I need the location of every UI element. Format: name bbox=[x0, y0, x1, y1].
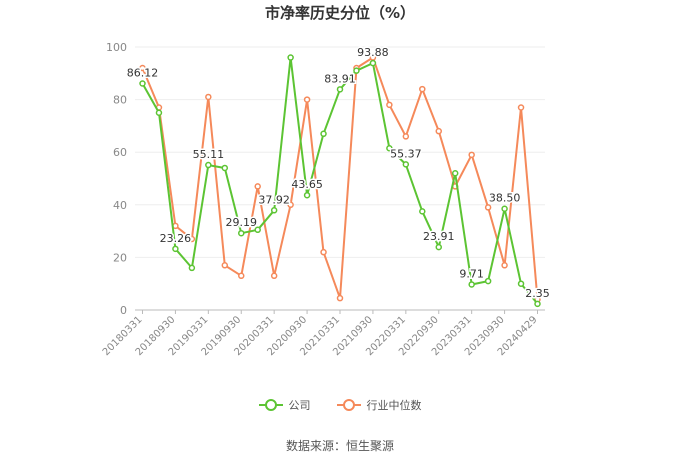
data-point bbox=[435, 243, 442, 251]
data-point bbox=[238, 229, 245, 237]
data-point bbox=[287, 54, 294, 61]
data-point bbox=[270, 272, 278, 280]
data-point bbox=[221, 262, 229, 269]
data-point bbox=[435, 127, 442, 135]
data-point bbox=[501, 205, 508, 212]
y-tick-label: 20 bbox=[113, 251, 127, 264]
data-point bbox=[205, 93, 212, 101]
data-label: 23.91 bbox=[423, 230, 455, 243]
data-point bbox=[484, 204, 492, 211]
data-point bbox=[205, 161, 212, 169]
data-point bbox=[155, 109, 163, 116]
line-chart: 0204060801002018033120180930201903312019… bbox=[101, 41, 551, 358]
chart-title: 市净率历史分位（%） bbox=[264, 4, 416, 22]
legend-label-company: 公司 bbox=[288, 399, 311, 412]
data-point bbox=[238, 272, 245, 280]
legend-swatch-industry-median bbox=[336, 399, 361, 411]
data-point bbox=[468, 281, 475, 288]
data-point bbox=[320, 248, 327, 256]
data-point bbox=[188, 264, 196, 272]
data-point bbox=[254, 183, 261, 190]
series-line bbox=[141, 56, 539, 300]
data-point bbox=[369, 59, 377, 67]
data-label: 93.88 bbox=[357, 46, 389, 59]
data-point bbox=[402, 133, 410, 140]
data-label: 2.35 bbox=[525, 287, 550, 300]
legend: 公司 行业中位数 bbox=[0, 397, 680, 413]
data-source: 数据来源：恒生聚源 bbox=[285, 439, 394, 453]
data-point bbox=[188, 235, 196, 243]
data-point bbox=[419, 85, 426, 93]
data-point bbox=[172, 245, 179, 253]
data-point bbox=[336, 86, 344, 93]
data-label: 83.91 bbox=[324, 72, 356, 85]
y-tick-label: 0 bbox=[120, 304, 127, 317]
y-tick-label: 80 bbox=[113, 94, 127, 107]
data-label: 29.19 bbox=[226, 216, 258, 229]
y-tick-label: 40 bbox=[113, 199, 127, 212]
y-tick-label: 60 bbox=[113, 146, 127, 159]
data-point bbox=[139, 80, 146, 87]
legend-item-company[interactable]: 公司 bbox=[258, 397, 311, 413]
data-point bbox=[353, 67, 360, 74]
data-point bbox=[451, 169, 459, 177]
data-point bbox=[484, 277, 492, 285]
data-point bbox=[419, 208, 426, 215]
data-point bbox=[139, 64, 146, 72]
data-label: 43.65 bbox=[291, 178, 323, 191]
data-label: 23.26 bbox=[160, 232, 192, 245]
data-point bbox=[221, 164, 229, 172]
data-point bbox=[320, 130, 327, 138]
data-label: 55.11 bbox=[193, 148, 225, 161]
data-label: 86.12 bbox=[127, 67, 159, 80]
data-point bbox=[270, 207, 278, 214]
data-point bbox=[287, 201, 294, 209]
data-point bbox=[386, 101, 393, 109]
data-point bbox=[501, 262, 508, 269]
data-point bbox=[386, 145, 393, 152]
data-point bbox=[402, 161, 410, 168]
data-label: 55.37 bbox=[390, 147, 422, 160]
data-point bbox=[254, 226, 261, 234]
data-point bbox=[534, 300, 541, 308]
legend-label-industry-median: 行业中位数 bbox=[366, 399, 422, 412]
data-label: 37.92 bbox=[258, 193, 290, 206]
data-point bbox=[336, 294, 344, 302]
legend-item-industry-median[interactable]: 行业中位数 bbox=[336, 397, 422, 413]
data-point bbox=[468, 151, 475, 159]
data-point bbox=[303, 191, 311, 199]
data-label: 9.71 bbox=[459, 267, 484, 280]
data-point bbox=[517, 280, 525, 287]
data-point bbox=[517, 104, 525, 111]
data-point bbox=[303, 96, 311, 103]
data-label: 38.50 bbox=[489, 192, 521, 205]
legend-swatch-company bbox=[258, 399, 283, 411]
y-tick-label: 100 bbox=[106, 41, 127, 54]
